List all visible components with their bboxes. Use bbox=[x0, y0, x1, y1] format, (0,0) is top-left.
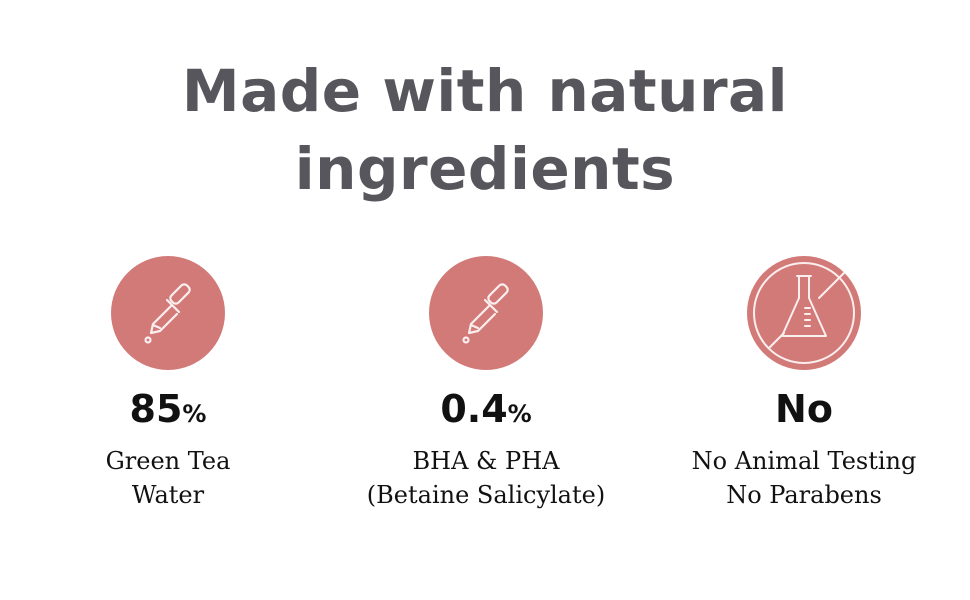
desc-line: No Parabens bbox=[726, 481, 882, 509]
stat-value: 85 bbox=[129, 387, 183, 431]
page-title: Made with natural ingredients bbox=[0, 52, 970, 208]
dropper-icon bbox=[111, 256, 225, 370]
stat-unit: % bbox=[507, 400, 532, 428]
desc-line: (Betaine Salicylate) bbox=[366, 481, 606, 509]
feature-no-testing: No No Animal Testing No Parabens bbox=[654, 256, 954, 512]
dropper-icon bbox=[429, 256, 543, 370]
title-line-1: Made with natural bbox=[181, 57, 789, 125]
desc-line: BHA & PHA bbox=[412, 447, 560, 475]
desc-line: Water bbox=[131, 481, 205, 509]
no-flask-icon bbox=[747, 256, 861, 370]
title-line-2: ingredients bbox=[294, 135, 676, 203]
stat-value: No bbox=[775, 387, 833, 431]
stat-value: 0.4 bbox=[440, 387, 508, 431]
feature-bha-pha: 0.4% BHA & PHA (Betaine Salicylate) bbox=[336, 256, 636, 512]
desc-line: Green Tea bbox=[105, 447, 231, 475]
desc-line: No Animal Testing bbox=[691, 447, 917, 475]
feature-green-tea: 85% Green Tea Water bbox=[18, 256, 318, 512]
stat-unit: % bbox=[182, 400, 207, 428]
